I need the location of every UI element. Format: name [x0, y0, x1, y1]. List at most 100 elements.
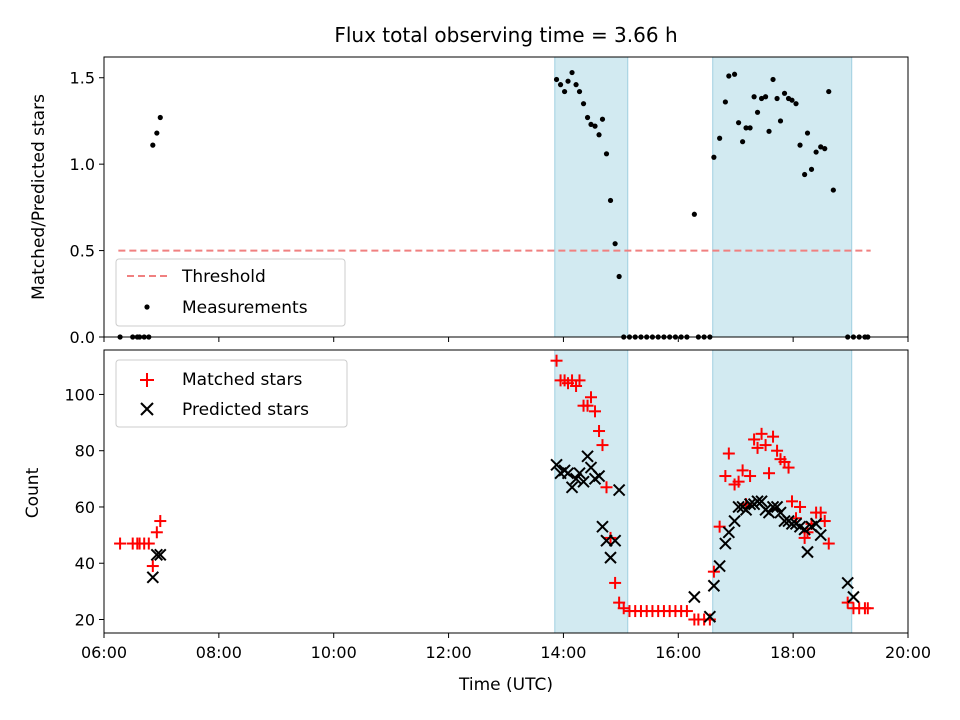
matched-star-point: [751, 441, 764, 454]
legend-measurements-swatch: [144, 304, 150, 310]
measurement-point: [797, 142, 803, 148]
measurement-point: [740, 139, 746, 145]
measurement-point: [691, 211, 697, 217]
measurement-point: [774, 95, 780, 102]
measurement-point: [781, 90, 788, 96]
predicted-star-point: [762, 506, 776, 519]
matched-star-point: [744, 470, 757, 483]
predicted-star-point: [785, 517, 799, 531]
predicted-star-point: [778, 514, 791, 528]
matched-star-point: [142, 537, 155, 550]
matched-star-point: [763, 467, 776, 480]
predicted-star-point: [146, 571, 160, 584]
matched-star-point: [593, 425, 606, 438]
top-y-tick-label: 0.0: [70, 328, 95, 347]
x-tick-label: 20:00: [885, 643, 931, 662]
shaded-interval-1: [712, 349, 853, 634]
top-shaded-regions: [554, 56, 853, 338]
measurement-point: [569, 69, 575, 76]
top-y-tick-label: 1.5: [70, 69, 95, 88]
legend-matched-swatch: [140, 373, 154, 387]
measurement-point: [770, 76, 776, 83]
measurement-points: [117, 69, 871, 340]
bottom-axes-frame: [103, 349, 909, 634]
matched-star-point: [150, 526, 163, 539]
measurement-point: [762, 94, 769, 100]
predicted-star-point: [565, 481, 579, 494]
matched-star-point: [771, 444, 784, 457]
measurement-point: [584, 114, 591, 121]
matched-star-point: [707, 565, 720, 578]
measurement-point: [612, 241, 618, 247]
matched-star-point: [841, 596, 854, 609]
measurement-point: [553, 76, 560, 83]
x-tick-label: 18:00: [770, 643, 816, 662]
measurement-point: [822, 146, 828, 152]
measurement-point: [830, 187, 836, 193]
matched-star-point: [732, 475, 745, 488]
matched-star-point: [573, 374, 586, 387]
matched-star-point: [600, 481, 613, 494]
measurement-point: [758, 95, 765, 102]
top-y-tick-label: 1.0: [70, 155, 95, 174]
measurement-point: [747, 125, 753, 131]
measurement-point: [751, 94, 757, 100]
measurement-point: [157, 114, 163, 121]
measurement-point: [813, 149, 819, 155]
measurement-point: [722, 99, 728, 105]
predicted-star-point: [150, 548, 164, 562]
measurement-point: [150, 142, 156, 148]
matched-star-point: [719, 470, 732, 483]
predicted-star-point: [841, 576, 854, 590]
predicted-star-point: [814, 528, 827, 542]
predicted-star-point: [766, 500, 780, 514]
measurement-point: [754, 109, 761, 115]
top-panel: 0.0 0.5 1.0 1.5 Matched/Predicted stars Thr…: [29, 56, 909, 347]
predicted-star-point: [801, 545, 814, 559]
measurement-point: [580, 101, 587, 107]
top-legend: Threshold Measurements: [115, 258, 346, 327]
predicted-star-point: [703, 610, 717, 623]
predicted-star-point: [809, 517, 823, 531]
x-tick-label: 10:00: [311, 643, 357, 662]
measurement-point: [616, 273, 622, 280]
measurement-point: [557, 82, 564, 88]
predicted-star-point: [561, 467, 575, 480]
measurement-point: [607, 197, 614, 204]
bottom-y-tick-label: 80: [75, 442, 95, 461]
bottom-y-tick-label: 100: [64, 385, 95, 404]
matched-star-point: [550, 354, 563, 367]
predicted-star-point: [608, 534, 622, 547]
matched-star-point: [794, 500, 807, 513]
matched-star-point: [798, 531, 811, 544]
matched-star-point: [748, 433, 761, 446]
legend-measurements-label: Measurements: [182, 298, 308, 318]
shaded-interval-0: [554, 56, 629, 338]
measurement-point: [802, 171, 808, 178]
predicted-star-point: [722, 526, 736, 539]
measurement-point: [789, 97, 795, 103]
predicted-star-point: [847, 590, 860, 604]
predicted-star-point: [573, 467, 586, 480]
measurement-point: [717, 135, 723, 141]
bottom-y-tick-label: 40: [75, 554, 95, 573]
bottom-panel: 20 40 60 80 100 06:00 08:00 10:00 12:00 14:00 16:…: [23, 349, 931, 695]
chart-title: Flux total observing time = 3.66 h: [334, 23, 677, 47]
shaded-interval-1: [712, 56, 853, 338]
predicted-star-point: [707, 579, 721, 592]
predicted-star-point: [739, 503, 753, 516]
matched-star-point: [759, 439, 772, 452]
bottom-legend-box: [115, 359, 348, 428]
matched-star-point: [814, 506, 827, 519]
measurement-point: [154, 130, 160, 136]
measurement-point: [766, 128, 772, 134]
top-legend-box: [115, 258, 346, 327]
bottom-legend: Matched stars Predicted stars: [115, 359, 348, 428]
matched-star-point: [822, 537, 835, 550]
measurement-point: [731, 71, 738, 77]
predicted-star-point: [732, 500, 745, 514]
matched-star-point: [722, 447, 735, 460]
matched-star-point: [114, 537, 127, 550]
matched-star-point: [782, 461, 795, 474]
